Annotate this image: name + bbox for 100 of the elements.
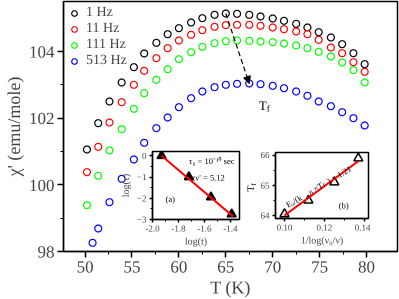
point <box>105 146 114 155</box>
legend-label: 513 Hz <box>86 53 127 69</box>
y-tick-label: 64 <box>260 210 270 220</box>
point <box>222 37 230 46</box>
point <box>210 10 219 19</box>
point <box>245 36 254 45</box>
y-axis-title: log(τ) <box>120 174 132 198</box>
point <box>245 79 254 88</box>
x-tick-label: 75 <box>311 258 328 276</box>
point <box>94 224 102 233</box>
y-axis-title: χ' (emu/mole) <box>4 76 24 178</box>
point <box>268 82 277 90</box>
point <box>186 48 196 56</box>
point <box>314 48 323 56</box>
point <box>198 87 206 96</box>
x-axis-title: 1/log(ν₀/ν) <box>300 236 344 246</box>
point <box>94 119 102 128</box>
point <box>326 52 335 61</box>
x-tick-label: -1.8 <box>171 224 186 234</box>
point <box>232 10 242 18</box>
point <box>360 78 369 87</box>
point <box>198 26 206 34</box>
y-tick-label: −3 <box>136 214 147 224</box>
point <box>105 97 114 106</box>
x-tick-label: 0.14 <box>354 222 371 232</box>
point <box>174 24 183 32</box>
point <box>152 38 160 47</box>
point <box>130 63 138 72</box>
x-tick-label: 70 <box>264 258 282 276</box>
point <box>118 78 126 87</box>
point <box>140 49 148 58</box>
point <box>186 94 196 102</box>
annotation: (a) <box>166 194 176 204</box>
point <box>222 21 230 30</box>
x-tick-label: -2.0 <box>145 224 160 234</box>
point <box>174 103 183 112</box>
point <box>130 80 138 89</box>
point <box>279 208 290 218</box>
point <box>82 168 92 176</box>
legend-label: 1 Hz <box>86 5 113 21</box>
y-tick-label: 100 <box>29 176 54 195</box>
point <box>326 102 335 110</box>
point <box>326 43 335 52</box>
point <box>256 37 265 46</box>
point <box>222 9 230 18</box>
point <box>152 54 160 62</box>
point <box>360 60 369 68</box>
point <box>140 66 148 75</box>
point <box>349 114 358 122</box>
y-tick-label: 98 <box>38 242 54 262</box>
point <box>152 76 160 84</box>
y-tick-label: 65 <box>260 180 270 190</box>
annotation: τ₀ = 10⁻¹⁰ sec <box>189 156 235 166</box>
point <box>280 16 288 25</box>
point <box>210 83 219 92</box>
point <box>349 58 358 66</box>
point <box>245 10 254 19</box>
point <box>198 14 206 22</box>
point <box>152 124 160 132</box>
x-tick-label: 50 <box>76 258 94 276</box>
point <box>338 108 346 116</box>
point <box>164 65 172 74</box>
y-tick-label: 102 <box>29 109 54 128</box>
point <box>268 38 277 46</box>
point <box>303 194 314 204</box>
point <box>210 39 219 48</box>
point <box>232 36 242 45</box>
point <box>232 20 242 29</box>
point <box>338 49 346 58</box>
y-tick-label: 104 <box>29 42 55 62</box>
y-tick-label: 66 <box>260 150 270 160</box>
x-axis-title: log(t) <box>184 236 208 248</box>
annotation: (b) <box>338 200 349 210</box>
point <box>303 92 312 100</box>
point <box>186 18 196 27</box>
point <box>292 20 300 28</box>
point <box>118 125 126 134</box>
point <box>164 44 172 52</box>
point <box>105 198 114 206</box>
point <box>303 44 312 52</box>
point <box>303 30 312 38</box>
x-tick-label: 0.10 <box>276 222 293 232</box>
point <box>174 36 183 45</box>
point <box>338 40 346 48</box>
x-tick-label: 80 <box>358 258 376 276</box>
point <box>280 25 288 34</box>
x-tick-label: -1.6 <box>197 224 212 234</box>
x-tick-label: -1.4 <box>223 224 238 234</box>
point <box>88 238 97 247</box>
point <box>140 138 148 147</box>
legend-label: 111 Hz <box>86 37 126 53</box>
point <box>140 89 148 98</box>
point <box>94 172 102 180</box>
point <box>256 80 265 88</box>
point <box>130 155 138 164</box>
x-tick-label: 60 <box>170 258 188 276</box>
point <box>245 20 254 29</box>
point <box>256 22 265 30</box>
point <box>280 39 288 48</box>
point <box>232 80 242 88</box>
